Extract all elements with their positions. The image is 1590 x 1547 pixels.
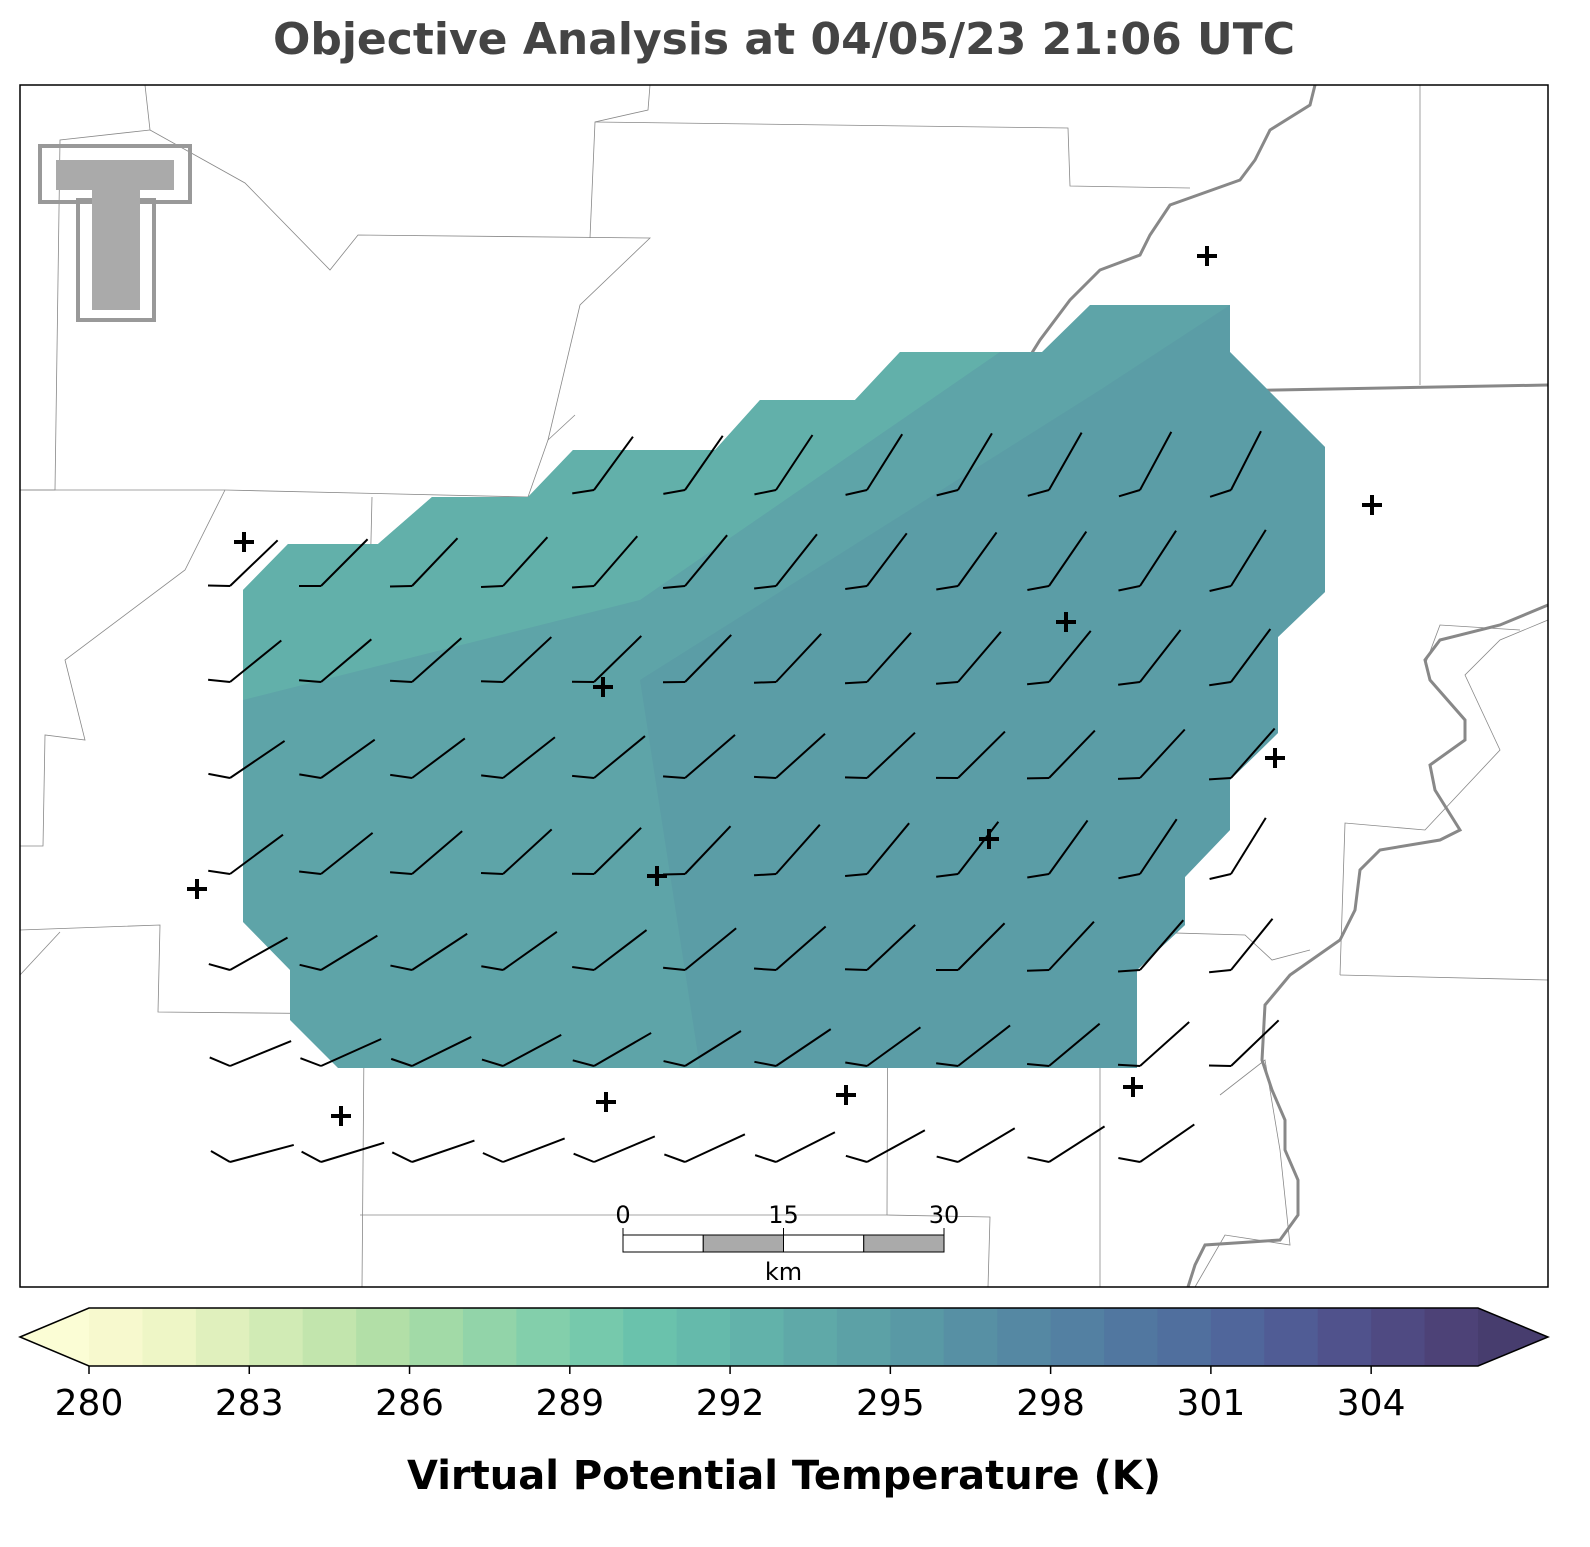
scale-segment	[703, 1235, 783, 1252]
color-level	[837, 1308, 891, 1366]
color-level	[730, 1308, 784, 1366]
color-level	[570, 1308, 624, 1366]
barb-flag	[1118, 1065, 1140, 1066]
title: Objective Analysis at 04/05/23 21:06 UTC	[273, 14, 1295, 65]
colorbar-tick-label: 298	[1016, 1383, 1085, 1424]
barb-flag	[481, 873, 503, 874]
colorbar-label: Virtual Potential Temperature (K)	[407, 1453, 1161, 1499]
color-level	[784, 1308, 838, 1366]
color-level	[997, 1308, 1051, 1366]
barb-flag	[754, 777, 776, 778]
barb-flag	[754, 874, 776, 875]
colorbar-tick-label: 301	[1177, 1383, 1246, 1424]
color-level	[1104, 1308, 1158, 1366]
colorbar-under	[20, 1308, 89, 1366]
scale-unit: km	[765, 1258, 802, 1286]
color-level	[677, 1308, 731, 1366]
color-level	[303, 1308, 357, 1366]
barb-flag	[481, 681, 503, 682]
color-level	[1211, 1308, 1265, 1366]
color-level	[1425, 1308, 1479, 1366]
color-level	[1264, 1308, 1318, 1366]
scale-tick-label: 0	[615, 1201, 630, 1229]
color-level	[516, 1308, 570, 1366]
scale-segment	[784, 1235, 864, 1252]
barb-flag	[390, 586, 412, 587]
color-level	[142, 1308, 196, 1366]
colorbar-over	[1478, 1308, 1548, 1366]
map: 0 15 30 km	[20, 85, 1548, 1287]
barb-flag	[754, 682, 776, 683]
colorbar-tick-label: 304	[1337, 1383, 1406, 1424]
colorbar-tick-label: 286	[375, 1383, 444, 1424]
color-level	[249, 1308, 303, 1366]
scale-tick-label: 30	[929, 1201, 960, 1229]
color-level	[890, 1308, 944, 1366]
barb-flag	[1209, 778, 1231, 779]
colorbar-tick-label: 283	[215, 1383, 284, 1424]
color-level	[410, 1308, 464, 1366]
barb-flag	[1118, 778, 1140, 779]
color-level	[1157, 1308, 1211, 1366]
colorbar-tick-label: 289	[535, 1383, 604, 1424]
color-level	[1318, 1308, 1372, 1366]
barb-flag	[1027, 970, 1049, 971]
color-level	[623, 1308, 677, 1366]
color-level	[356, 1308, 410, 1366]
color-level	[196, 1308, 250, 1366]
barb-flag	[481, 586, 503, 587]
barb-flag	[845, 969, 867, 970]
scale-segment	[623, 1235, 703, 1252]
color-level	[1051, 1308, 1105, 1366]
barb-flag	[845, 682, 867, 683]
color-level	[463, 1308, 517, 1366]
colorbar-tick-label: 295	[856, 1383, 925, 1424]
colorbar: 280 283 286 289 292 295 298 301 304	[20, 1308, 1548, 1424]
scale-tick-label: 15	[768, 1201, 799, 1229]
scale-segment	[864, 1235, 944, 1252]
barb-flag	[390, 681, 412, 682]
barb-flag	[845, 777, 867, 778]
colorbar-tick-label: 292	[696, 1383, 765, 1424]
color-level	[944, 1308, 998, 1366]
color-level	[1371, 1308, 1425, 1366]
colorbar-tick-label: 280	[55, 1383, 124, 1424]
color-level	[89, 1308, 143, 1366]
